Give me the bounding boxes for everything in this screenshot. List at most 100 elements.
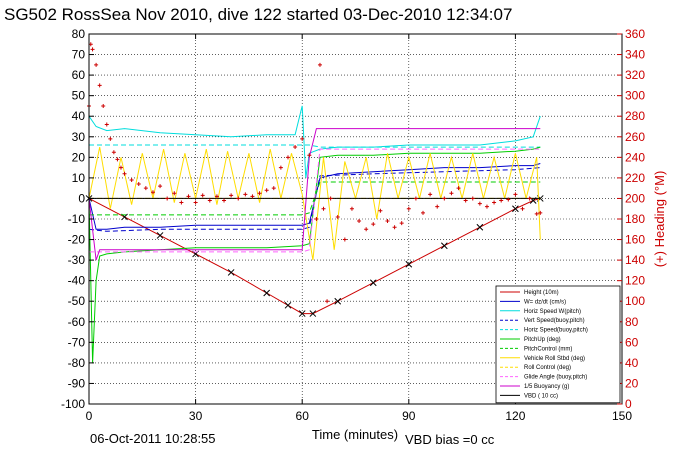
y-tick-label: -70 [68,335,86,349]
series-line-w-dz-dt-cm-s [88,163,541,230]
legend-entry: Horiz Speed(buoy,pitch) [524,328,588,334]
height-point [298,310,306,317]
height-point [334,297,342,305]
height-point [512,205,519,213]
heading-point [406,206,411,211]
y2-tick-label: 20 [625,376,639,390]
heading-point [385,219,390,224]
heading-point [104,122,109,127]
heading-point [456,186,461,191]
heading-point [115,157,120,162]
heading-point [413,196,418,201]
legend-entry: PitchControl (mm) [524,346,572,352]
y2-tick-label: 300 [625,89,645,103]
legend-entry: Vert Speed(buoy,pitch) [524,318,585,324]
heading-point [236,196,241,201]
y2-tick-label: 220 [625,171,645,185]
series-line-horiz-speed-buoy-pitch [89,144,541,148]
y2-tick-label: 180 [625,212,645,226]
heading-point [513,192,518,197]
heading-point [172,191,177,196]
heading-point [264,188,269,193]
y-tick-label: 20 [72,150,86,164]
heading-point [534,211,539,216]
series-height-10m [85,195,544,317]
heading-point [271,186,276,191]
heading-point [357,219,362,224]
legend-entry: Height (10m) [524,290,559,296]
heading-point [118,165,123,170]
y-tick-label: 0 [78,191,85,205]
y-tick-label: -30 [68,253,86,267]
heading-point [111,150,116,155]
y2-tick-label: 120 [625,274,645,288]
y2-tick-label: 240 [625,150,645,164]
series-line-1-5-buoyancy-g [88,128,541,261]
series-vert-speed-buoy-pitch [88,167,541,232]
y2-tick-label: 320 [625,68,645,82]
heading-point [257,191,262,196]
heading-point [463,198,468,203]
series-line-glide-angle-buoy-pitch [89,148,541,253]
heading-point [122,171,127,176]
heading-point [222,198,227,203]
heading-point [428,192,433,197]
heading-point [371,222,376,227]
heading-point [470,196,475,201]
legend-box [495,285,621,404]
chart-title: SG502 RossSea Nov 2010, dive 122 started… [4,5,512,24]
series-glide-angle-buoy-pitch [89,148,541,253]
footer-vbd-bias: VBD bias =0 cc [405,432,495,447]
series-horiz-speed-buoy-pitch [89,144,541,148]
legend-entry: Horiz Speed W(pitch) [524,309,581,315]
legend-entry: Glide Angle (buoy,pitch) [524,375,587,381]
y2-tick-label: 0 [625,397,632,411]
height-point [156,232,164,239]
heading-point [250,194,255,199]
heading-point [499,198,504,203]
right-axis-label: (+) Heading (°M) [652,171,667,268]
heading-point [136,182,141,187]
legend-entry: 1/5 Buoyancy (g) [524,384,569,390]
heading-point [243,192,248,197]
y-tick-label: 10 [72,171,86,185]
heading-point [349,206,354,211]
heading-point [108,136,113,141]
heading-point [165,196,170,201]
heading-point [193,200,198,205]
heading-point [392,225,397,230]
heading-point [477,201,482,206]
height-point [405,260,413,268]
legend-entry: Roll Control (deg) [524,365,571,371]
heading-point [342,237,347,242]
height-point [440,242,448,250]
x-tick-label: 90 [402,409,416,423]
heading-point [300,136,305,141]
heading-point [101,103,106,108]
y2-tick-label: 280 [625,109,645,123]
axis-ticks: 0 30 60 90 120 150-100-90-80-70-60-50-40-30-2… [61,27,645,423]
heading-point [335,214,340,219]
x-tick-label: 0 [86,409,93,423]
y2-tick-label: 100 [625,294,645,308]
footer-timestamp: 06-Oct-2011 10:28:55 [90,431,216,446]
heading-point [150,190,155,195]
y2-tick-label: 160 [625,233,645,247]
heading-point [186,194,191,199]
heading-point [129,177,134,182]
heading-point [435,204,440,209]
heading-point [317,62,322,67]
height-point [309,310,317,317]
series-line-pitchcontrol-mm [89,181,541,216]
y-tick-label: 30 [72,130,86,144]
heading-point [442,196,447,201]
y-tick-label: -90 [68,376,86,390]
series-pitchcontrol-mm [89,181,541,216]
heading-point [90,47,95,52]
heading-point [492,200,497,205]
x-tick-label: 30 [189,409,203,423]
heading-point [278,165,283,170]
x-tick-label: 120 [505,409,525,423]
y-tick-label: 70 [72,48,86,62]
y2-tick-label: 40 [625,356,639,370]
